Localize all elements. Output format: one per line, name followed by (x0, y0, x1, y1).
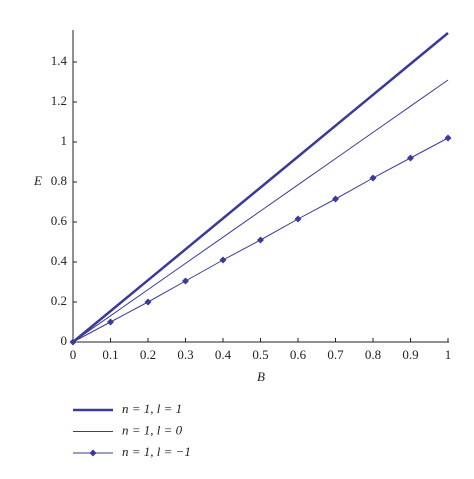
x-tick-label: 0.2 (140, 347, 156, 362)
x-tick-label: 0.1 (102, 347, 118, 362)
marker (144, 298, 152, 306)
legend-marker (89, 449, 97, 457)
marker (182, 277, 189, 285)
x-tick-label: 0.7 (327, 347, 344, 362)
series-line (72, 79, 449, 343)
marker (332, 195, 339, 203)
legend-label: n = 1, l = 1 (122, 401, 182, 416)
x-tick-label: 0.8 (365, 347, 381, 362)
marker (294, 215, 302, 223)
series-line (72, 32, 449, 343)
y-tick-label: 0.2 (51, 293, 67, 308)
marker (257, 236, 264, 244)
x-tick-label: 1 (445, 347, 452, 362)
marker (107, 318, 114, 326)
y-tick-label: 0.8 (51, 173, 67, 188)
marker (444, 134, 452, 142)
y-tick-label: 1.2 (51, 93, 67, 108)
x-tick-label: 0.5 (252, 347, 268, 362)
marker (407, 154, 414, 162)
marker (219, 256, 227, 264)
y-axis-label: E (33, 173, 42, 188)
x-axis-label: B (257, 369, 265, 384)
marker (69, 338, 77, 346)
legend-label: n = 1, l = 0 (122, 422, 183, 437)
y-tick-label: 0 (61, 333, 68, 348)
marker (369, 174, 377, 182)
y-tick-label: 0.4 (51, 253, 68, 268)
x-tick-label: 0.4 (215, 347, 232, 362)
y-tick-label: 0.6 (51, 213, 68, 228)
x-tick-label: 0.3 (177, 347, 193, 362)
y-tick-label: 1.4 (51, 53, 68, 68)
x-tick-label: 0 (70, 347, 77, 362)
legend-label: n = 1, l = −1 (122, 444, 191, 459)
x-tick-label: 0.6 (290, 347, 307, 362)
y-tick-label: 1 (61, 133, 68, 148)
x-tick-label: 0.9 (402, 347, 418, 362)
